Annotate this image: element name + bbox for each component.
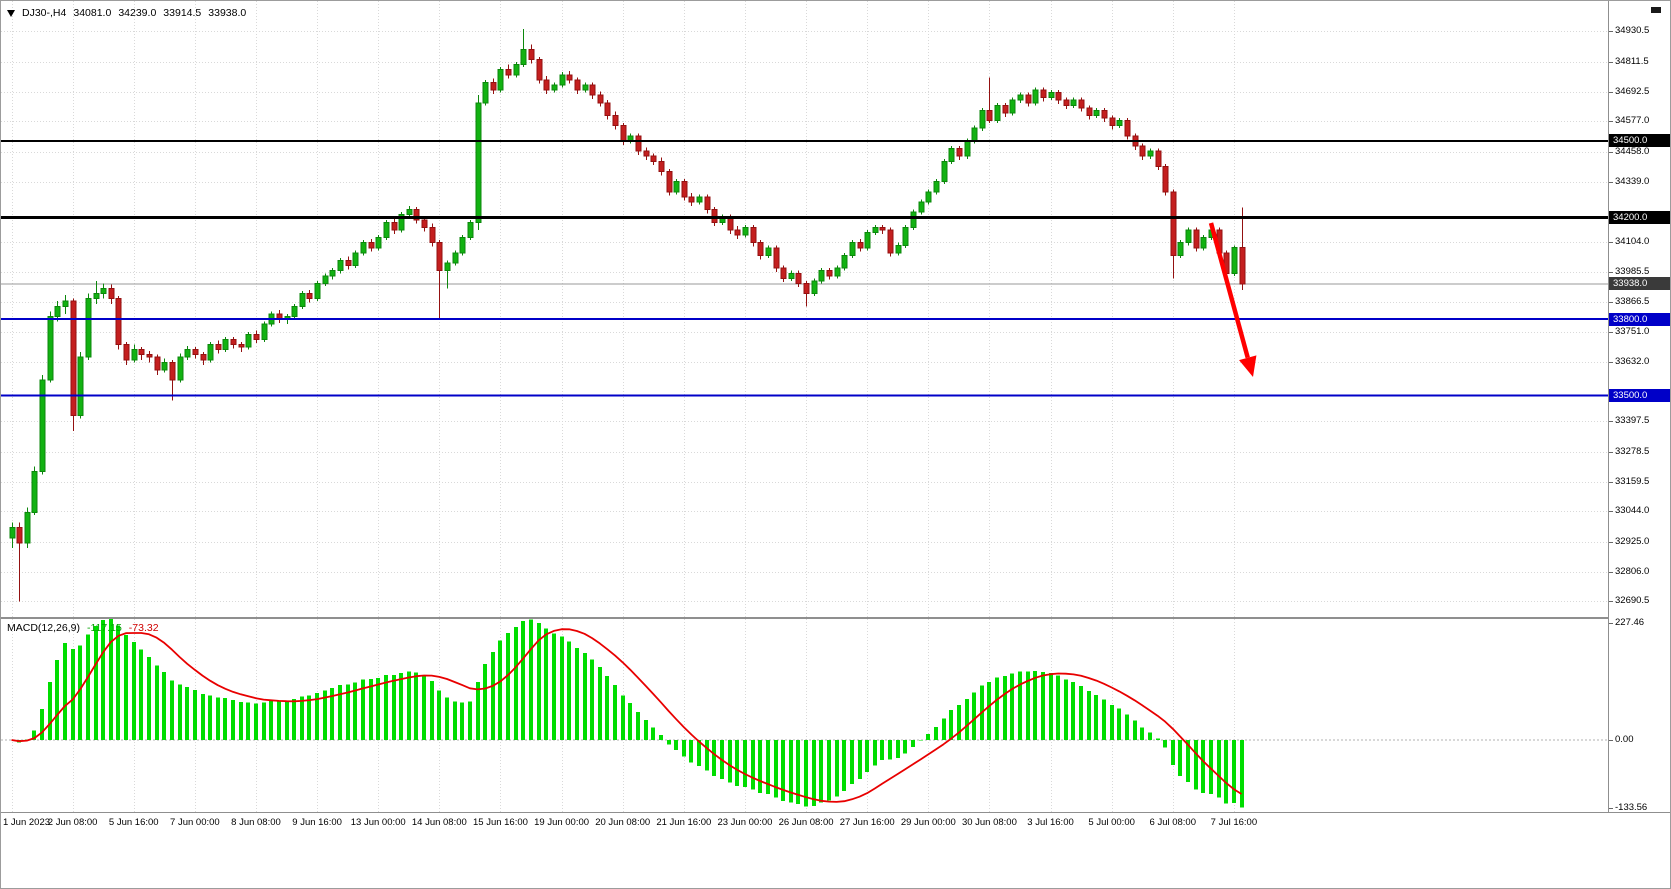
price-line-badge: 33800.0 xyxy=(1609,312,1670,326)
time-tick-label: 8 Jun 08:00 xyxy=(231,817,281,828)
price-tick-mark xyxy=(1609,272,1613,273)
time-tick-label: 20 Jun 08:00 xyxy=(595,817,651,828)
time-tick-label: 6 Jul 08:00 xyxy=(1149,817,1197,828)
macd-tick-label: 227.46 xyxy=(1615,617,1645,629)
macd-tick-mark xyxy=(1609,740,1613,741)
time-tick-label: 29 Jun 00:00 xyxy=(900,817,956,828)
symbol-period-label: DJ30-,H4 xyxy=(22,7,67,19)
price-tick-label: 32690.5 xyxy=(1615,595,1650,607)
price-line-badge: 34200.0 xyxy=(1609,210,1670,224)
time-tick-label: 5 Jul 00:00 xyxy=(1088,817,1135,828)
price-tick-label: 33866.5 xyxy=(1615,296,1650,308)
macd-name-label: MACD(12,26,9) xyxy=(7,622,80,634)
price-axis[interactable]: 34930.5 34811.5 34692.5 34577.0 34458.0 34339… xyxy=(1608,1,1670,814)
macd-main-value: -117.15 xyxy=(86,622,122,634)
low-value: 33914.5 xyxy=(163,7,202,19)
price-tick-label: 34577.0 xyxy=(1615,115,1650,127)
time-tick-label: 27 Jun 16:00 xyxy=(839,817,895,828)
time-tick-label: 13 Jun 00:00 xyxy=(350,817,406,828)
close-value: 33938.0 xyxy=(208,7,247,19)
price-tick-mark xyxy=(1609,121,1613,122)
price-tick-label: 34811.5 xyxy=(1615,55,1649,67)
price-tick-label: 34458.0 xyxy=(1615,145,1650,157)
price-tick-label: 34930.5 xyxy=(1615,25,1650,37)
price-line-badge: 33500.0 xyxy=(1609,388,1670,402)
time-tick-label: 2 Jun 08:00 xyxy=(47,817,98,828)
macd-tick-label: -133.56 xyxy=(1615,802,1648,814)
time-tick-label: 3 Jul 16:00 xyxy=(1027,817,1074,828)
price-tick-mark xyxy=(1609,302,1613,303)
current-price-badge: 33938.0 xyxy=(1609,277,1670,291)
price-tick-mark xyxy=(1609,31,1613,32)
price-tick-label: 33044.0 xyxy=(1615,505,1650,517)
price-tick-label: 32806.0 xyxy=(1615,565,1650,577)
time-tick-label: 7 Jul 16:00 xyxy=(1210,817,1258,828)
price-tick-label: 34339.0 xyxy=(1615,175,1650,187)
price-tick-label: 33985.5 xyxy=(1615,265,1650,277)
price-tick-mark xyxy=(1609,332,1613,333)
price-tick-mark xyxy=(1609,242,1613,243)
macd-signal-value: -73.32 xyxy=(128,622,159,634)
price-tick-mark xyxy=(1609,182,1613,183)
time-tick-label: 26 Jun 08:00 xyxy=(778,817,834,828)
price-tick-mark xyxy=(1609,601,1613,602)
time-tick-label: 1 Jun 2023 xyxy=(3,817,51,828)
price-tick-mark xyxy=(1609,452,1613,453)
macd-signal-line xyxy=(11,628,1242,803)
price-tick-label: 32925.0 xyxy=(1615,535,1650,547)
axis-corner-marker-icon xyxy=(1651,7,1661,13)
price-line-badge: 34500.0 xyxy=(1609,134,1670,148)
price-tick-mark xyxy=(1609,62,1613,63)
price-tick-label: 33632.0 xyxy=(1615,355,1650,367)
macd-pane[interactable] xyxy=(1,619,1608,812)
time-tick-label: 19 Jun 00:00 xyxy=(534,817,590,828)
time-tick-label: 21 Jun 16:00 xyxy=(656,817,712,828)
price-tick-label: 33751.0 xyxy=(1615,325,1650,337)
time-tick-label: 9 Jun 16:00 xyxy=(292,817,342,828)
time-tick-label: 30 Jun 08:00 xyxy=(961,817,1017,828)
time-tick-label: 23 Jun 00:00 xyxy=(717,817,773,828)
pane-separator[interactable] xyxy=(1,617,1670,619)
price-pane[interactable] xyxy=(1,1,1608,617)
symbol-info: DJ30-,H4 34081.0 34239.0 33914.5 33938.0 xyxy=(7,7,246,19)
price-tick-label: 33159.5 xyxy=(1615,476,1650,488)
candlesticks xyxy=(9,28,1246,602)
time-tick-label: 5 Jun 16:00 xyxy=(108,817,159,828)
price-grid xyxy=(1,1,1608,617)
macd-tick-mark xyxy=(1609,623,1613,624)
price-tick-label: 34692.5 xyxy=(1615,85,1650,97)
price-tick-label: 33397.5 xyxy=(1615,415,1650,427)
price-tick-mark xyxy=(1609,542,1613,543)
macd-tick-label: 0.00 xyxy=(1615,734,1634,745)
macd-header: MACD(12,26,9) -117.15 -73.32 xyxy=(7,622,159,634)
price-tick-mark xyxy=(1609,362,1613,363)
chart-marker-icon xyxy=(7,9,15,17)
time-tick-label: 7 Jun 00:00 xyxy=(170,817,220,828)
price-tick-mark xyxy=(1609,421,1613,422)
open-value: 34081.0 xyxy=(73,7,112,19)
high-value: 34239.0 xyxy=(118,7,157,19)
macd-histogram xyxy=(17,619,1244,808)
price-tick-label: 34104.0 xyxy=(1615,235,1650,247)
trend-arrow[interactable] xyxy=(1208,222,1257,377)
price-tick-mark xyxy=(1609,152,1613,153)
macd-tick-mark xyxy=(1609,808,1613,809)
price-tick-label: 33278.5 xyxy=(1615,445,1650,457)
price-tick-mark xyxy=(1609,482,1613,483)
bottom-separator xyxy=(1,812,1670,813)
time-tick-label: 14 Jun 08:00 xyxy=(411,817,467,828)
time-axis[interactable]: 1 Jun 2023 2 Jun 08:00 5 Jun 16:00 7 Jun 00… xyxy=(1,813,1670,835)
price-tick-mark xyxy=(1609,511,1613,512)
price-tick-mark xyxy=(1609,92,1613,93)
price-tick-mark xyxy=(1609,572,1613,573)
time-tick-label: 15 Jun 16:00 xyxy=(472,817,528,828)
